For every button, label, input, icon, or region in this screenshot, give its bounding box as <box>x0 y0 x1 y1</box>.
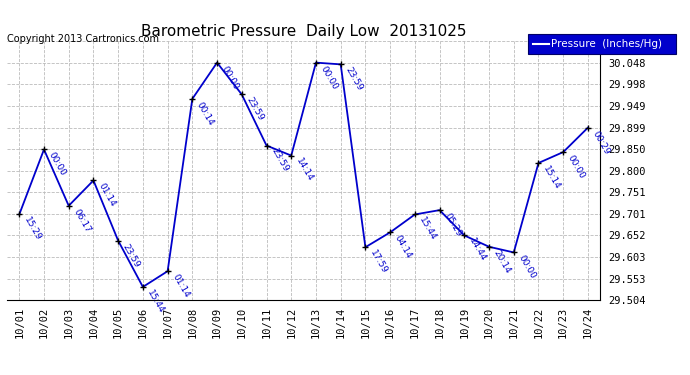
Text: 14:14: 14:14 <box>294 157 315 184</box>
Text: 01:14: 01:14 <box>96 182 117 209</box>
Text: 23:59: 23:59 <box>344 66 364 93</box>
Text: Pressure  (Inches/Hg): Pressure (Inches/Hg) <box>551 39 662 49</box>
Text: 15:44: 15:44 <box>417 216 438 243</box>
Text: Copyright 2013 Cartronics.com: Copyright 2013 Cartronics.com <box>7 34 159 44</box>
Text: 00:00: 00:00 <box>220 64 241 91</box>
Text: 00:00: 00:00 <box>517 254 538 281</box>
Text: 00:14: 00:14 <box>195 100 216 127</box>
Text: 15:44: 15:44 <box>146 288 166 315</box>
Text: 20:14: 20:14 <box>492 248 513 275</box>
Text: 14:44: 14:44 <box>467 237 488 263</box>
Text: 15:29: 15:29 <box>22 216 43 243</box>
Text: 23:59: 23:59 <box>244 96 265 123</box>
Text: 00:00: 00:00 <box>47 151 68 178</box>
Text: 00:00: 00:00 <box>566 153 586 180</box>
Text: 17:59: 17:59 <box>368 249 389 276</box>
Text: 15:14: 15:14 <box>541 164 562 191</box>
Text: 00:29: 00:29 <box>591 129 611 156</box>
Text: 06:17: 06:17 <box>72 207 92 234</box>
Title: Barometric Pressure  Daily Low  20131025: Barometric Pressure Daily Low 20131025 <box>141 24 466 39</box>
Text: 23:59: 23:59 <box>269 147 290 174</box>
Text: 23:59: 23:59 <box>121 242 141 269</box>
Text: 04:14: 04:14 <box>393 234 413 261</box>
Text: 05:29: 05:29 <box>442 211 463 238</box>
Text: 01:14: 01:14 <box>170 273 191 299</box>
Text: 00:00: 00:00 <box>319 64 339 91</box>
